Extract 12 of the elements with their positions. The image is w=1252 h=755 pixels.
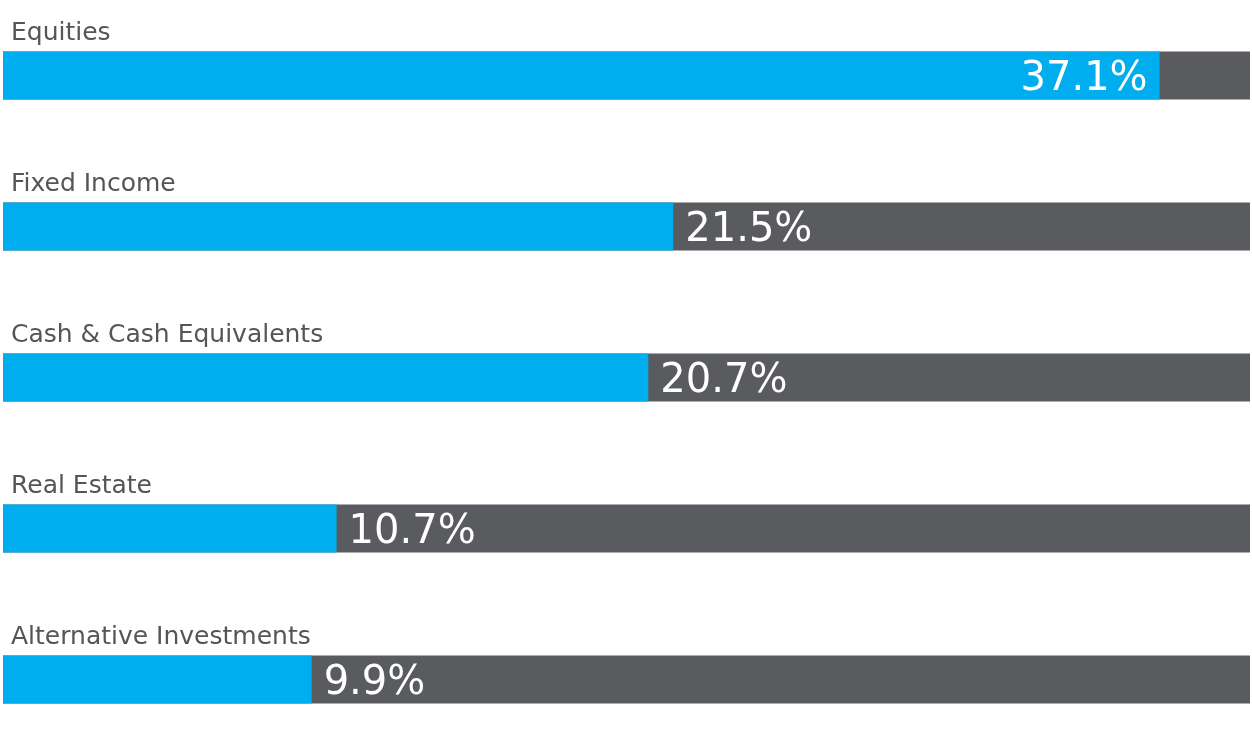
y-tick-label: Alternative Investments — [11, 620, 311, 650]
data-label: 10.7% — [348, 505, 476, 552]
data-label: 9.9% — [323, 656, 426, 703]
bar — [3, 655, 312, 704]
data-label: 20.7% — [660, 354, 788, 401]
bar — [3, 504, 337, 553]
y-tick-label: Cash & Cash Equivalents — [11, 318, 324, 348]
y-tick-label: Fixed Income — [11, 167, 176, 197]
y-tick-label: Equities — [11, 16, 111, 46]
data-label: 37.1% — [1020, 52, 1148, 99]
data-label: 21.5% — [685, 203, 813, 250]
y-tick-label: Real Estate — [11, 469, 152, 499]
